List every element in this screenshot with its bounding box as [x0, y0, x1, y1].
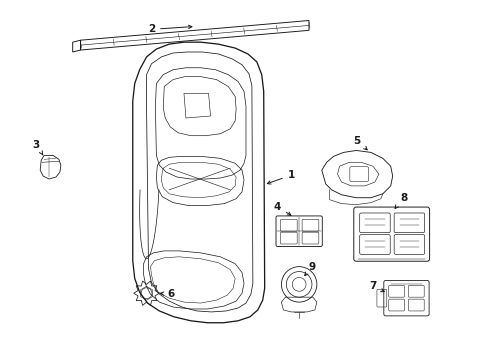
Text: 4: 4 [273, 202, 290, 215]
Text: 9: 9 [304, 262, 315, 276]
Text: 6: 6 [160, 289, 174, 299]
Text: 8: 8 [394, 193, 407, 208]
Text: 5: 5 [353, 136, 366, 150]
Text: 2: 2 [147, 24, 191, 34]
Text: 1: 1 [267, 170, 294, 184]
Text: 7: 7 [368, 281, 384, 292]
Text: 3: 3 [33, 140, 43, 155]
